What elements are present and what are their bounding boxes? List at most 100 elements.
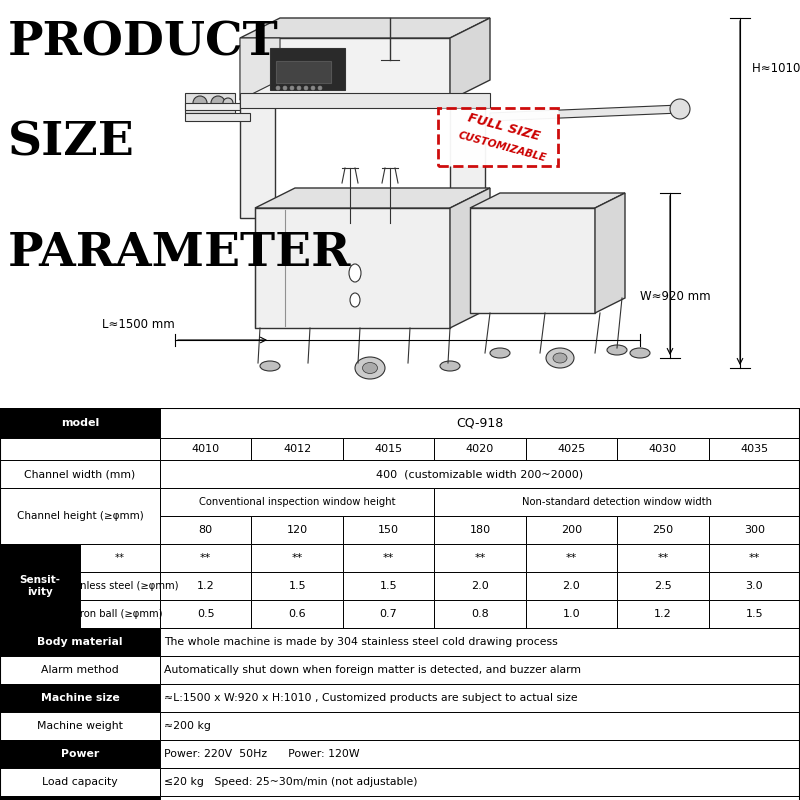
Bar — [160, 740, 800, 768]
Bar — [160, 516, 251, 544]
Bar — [434, 600, 526, 628]
Polygon shape — [595, 193, 625, 313]
Bar — [160, 544, 251, 572]
Text: 4020: 4020 — [466, 444, 494, 454]
Polygon shape — [255, 208, 450, 328]
Bar — [160, 600, 251, 628]
Polygon shape — [240, 18, 490, 38]
Bar — [434, 572, 526, 600]
Bar — [434, 544, 526, 572]
Polygon shape — [185, 113, 250, 121]
Text: 400  (customizable width 200~2000): 400 (customizable width 200~2000) — [377, 469, 583, 479]
Text: **: ** — [383, 553, 394, 563]
Text: PRODUCT: PRODUCT — [8, 20, 278, 66]
Bar — [160, 408, 800, 438]
Polygon shape — [255, 188, 490, 208]
Text: **: ** — [474, 553, 486, 563]
Bar — [0, 438, 160, 460]
Bar — [80, 572, 160, 600]
Ellipse shape — [350, 293, 360, 307]
Text: 2.0: 2.0 — [471, 581, 489, 591]
Text: Stainless steel (≥φmm): Stainless steel (≥φmm) — [62, 581, 178, 591]
Text: ≈L:1500 x W:920 x H:1010 , Customized products are subject to actual size: ≈L:1500 x W:920 x H:1010 , Customized pr… — [164, 693, 578, 703]
Bar — [709, 572, 800, 600]
Ellipse shape — [607, 345, 627, 355]
Polygon shape — [470, 208, 595, 313]
Ellipse shape — [355, 357, 385, 379]
Text: 4025: 4025 — [558, 444, 586, 454]
Text: PARAMETER: PARAMETER — [8, 230, 351, 276]
Polygon shape — [450, 188, 490, 328]
Text: H≈1010 mm: H≈1010 mm — [752, 62, 800, 74]
Bar — [0, 796, 160, 800]
Ellipse shape — [362, 362, 378, 374]
Text: Channel height (≥φmm): Channel height (≥φmm) — [17, 511, 143, 521]
Text: Alarm method: Alarm method — [41, 665, 119, 675]
Bar — [0, 712, 160, 740]
Circle shape — [290, 86, 294, 90]
Ellipse shape — [670, 99, 690, 119]
Ellipse shape — [349, 264, 361, 282]
Text: Power: 220V  50Hz      Power: 120W: Power: 220V 50Hz Power: 120W — [164, 749, 360, 759]
Bar — [438, 108, 558, 166]
Circle shape — [276, 86, 280, 90]
Bar — [0, 768, 160, 796]
Text: Conventional inspection window height: Conventional inspection window height — [199, 497, 395, 507]
Bar — [434, 488, 800, 516]
Polygon shape — [490, 105, 680, 121]
Text: 200: 200 — [561, 525, 582, 535]
Text: 300: 300 — [744, 525, 765, 535]
Bar — [343, 572, 434, 600]
Bar — [384, 60, 396, 68]
Bar — [270, 48, 345, 90]
Bar — [160, 684, 800, 712]
Bar — [80, 600, 160, 628]
Ellipse shape — [553, 353, 567, 363]
Text: Load capacity: Load capacity — [42, 777, 118, 787]
Circle shape — [304, 86, 308, 90]
Bar — [0, 684, 160, 712]
Text: Sensit-
ivity: Sensit- ivity — [19, 575, 61, 597]
Bar — [0, 544, 80, 628]
Text: 120: 120 — [286, 525, 308, 535]
Text: Automatically shut down when foreign matter is detected, and buzzer alarm: Automatically shut down when foreign mat… — [164, 665, 581, 675]
Ellipse shape — [260, 361, 280, 371]
Bar — [251, 572, 343, 600]
Text: Iron ball (≥φmm): Iron ball (≥φmm) — [78, 609, 162, 619]
Text: SIZE: SIZE — [8, 120, 134, 166]
Bar — [709, 438, 800, 460]
Polygon shape — [185, 103, 265, 110]
Bar — [0, 656, 160, 684]
Text: 150: 150 — [378, 525, 399, 535]
Text: 180: 180 — [470, 525, 490, 535]
Bar — [343, 438, 434, 460]
Bar — [251, 544, 343, 572]
Text: 1.2: 1.2 — [197, 581, 214, 591]
Bar — [0, 460, 160, 488]
Bar — [526, 600, 617, 628]
Ellipse shape — [440, 361, 460, 371]
Text: Machine size: Machine size — [41, 693, 119, 703]
Text: model: model — [61, 418, 99, 428]
Circle shape — [223, 98, 233, 108]
Text: 1.5: 1.5 — [746, 609, 763, 619]
Bar — [526, 438, 617, 460]
Text: 1.5: 1.5 — [380, 581, 398, 591]
Text: 250: 250 — [652, 525, 674, 535]
Bar — [0, 628, 160, 656]
Circle shape — [193, 96, 207, 110]
Ellipse shape — [630, 348, 650, 358]
Circle shape — [311, 86, 315, 90]
Bar — [617, 544, 709, 572]
Bar — [251, 600, 343, 628]
Polygon shape — [185, 93, 235, 113]
Bar — [160, 768, 800, 796]
Bar — [160, 572, 251, 600]
Text: 1.0: 1.0 — [562, 609, 580, 619]
Text: 0.5: 0.5 — [197, 609, 214, 619]
Text: 0.7: 0.7 — [380, 609, 398, 619]
Text: L≈1500 mm: L≈1500 mm — [102, 318, 174, 331]
Text: **: ** — [658, 553, 669, 563]
Text: Power: Power — [61, 749, 99, 759]
Text: **: ** — [200, 553, 211, 563]
